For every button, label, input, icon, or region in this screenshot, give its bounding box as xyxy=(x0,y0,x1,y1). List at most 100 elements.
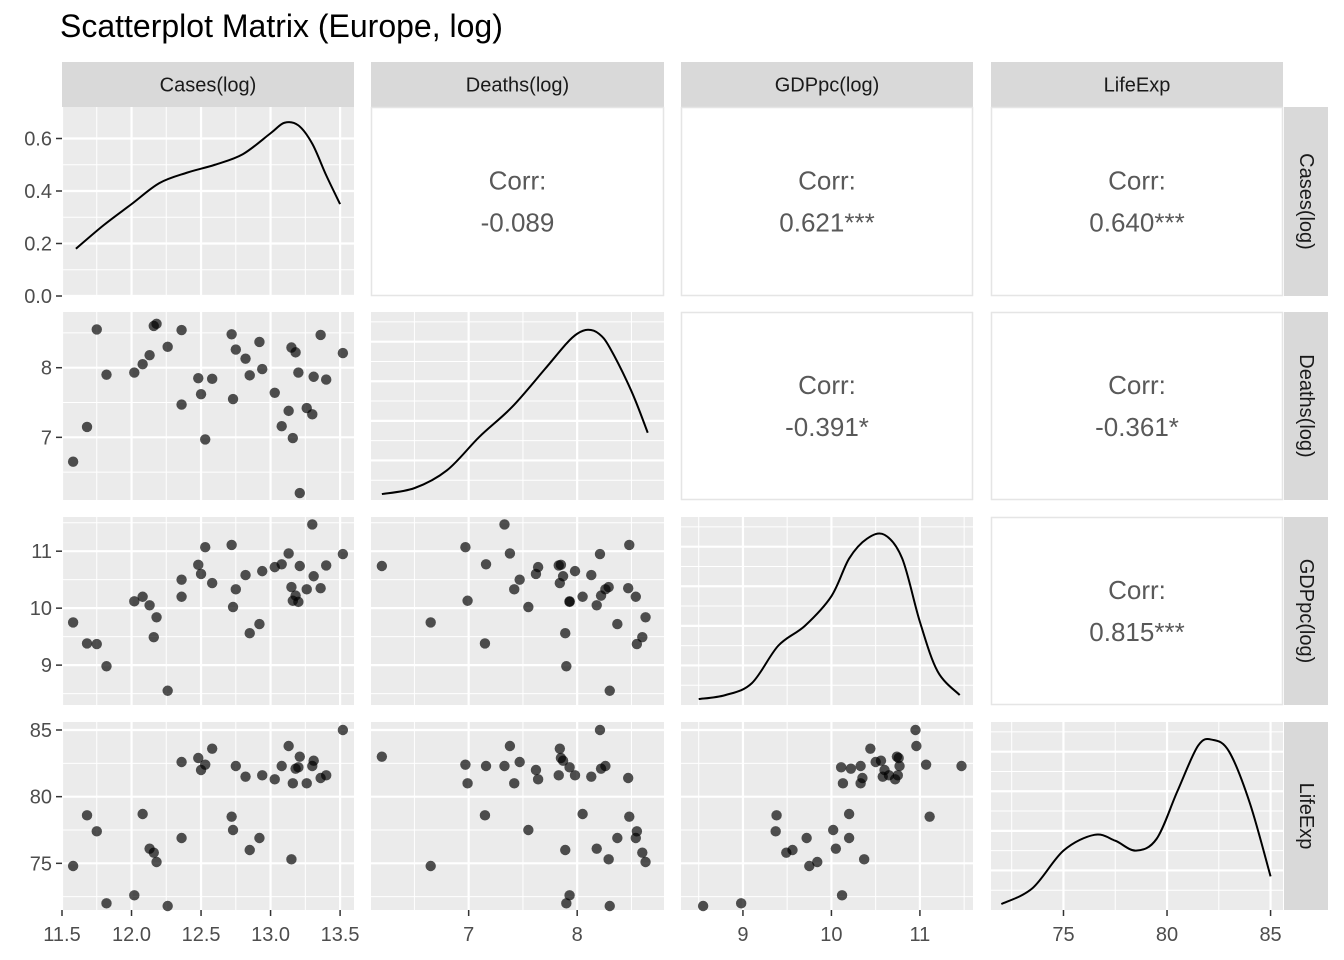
scatter-point xyxy=(101,369,112,380)
scatter-point xyxy=(376,560,388,572)
scatter-point xyxy=(151,612,162,623)
row-strip xyxy=(1284,722,1328,910)
panel xyxy=(371,722,664,912)
scatter-point xyxy=(137,808,148,820)
scatter-point xyxy=(293,762,304,773)
scatter-point xyxy=(532,774,544,785)
scatter-point xyxy=(276,559,287,570)
scatter-point xyxy=(523,824,534,836)
scatter-point xyxy=(240,353,251,364)
chart-title: Scatterplot Matrix (Europe, log) xyxy=(60,8,503,44)
column-strip xyxy=(371,62,664,107)
scatter-point xyxy=(226,811,237,822)
x-tick-label: 11.5 xyxy=(43,924,80,946)
scatter-point xyxy=(843,832,855,844)
scatter-point xyxy=(290,347,301,358)
scatter-point xyxy=(891,751,903,762)
column-strip-label-cases-log: Cases(log) xyxy=(160,75,257,97)
scatter-point xyxy=(67,456,79,467)
scatter-point xyxy=(956,760,967,772)
scatter-point xyxy=(504,548,516,559)
panel xyxy=(371,312,664,500)
scatter-point xyxy=(604,685,615,696)
panel xyxy=(991,722,1283,910)
panel-background xyxy=(681,722,973,910)
scatter-point xyxy=(193,752,204,764)
scatter-point xyxy=(137,591,148,602)
corr-label: Corr: xyxy=(1108,575,1166,605)
column-strip xyxy=(991,62,1283,107)
scatter-point xyxy=(176,756,187,768)
panel xyxy=(60,107,354,298)
row-strip-label-lifeexp: LifeExp xyxy=(1295,783,1317,850)
scatter-point xyxy=(603,581,614,593)
scatter-point xyxy=(269,387,280,398)
scatter-point xyxy=(320,770,332,781)
panel-background xyxy=(371,312,664,500)
scatter-point xyxy=(480,559,492,570)
scatter-point xyxy=(283,740,294,752)
y-tick-label: 10 xyxy=(30,598,52,620)
scatter-point xyxy=(287,432,299,444)
corr-label: Corr: xyxy=(489,166,547,196)
corr-panel xyxy=(680,106,974,297)
scatter-point xyxy=(286,854,297,865)
scatter-point xyxy=(129,367,140,378)
scatter-point xyxy=(276,420,287,432)
scatter-point xyxy=(320,374,332,385)
corr-label: Corr: xyxy=(798,166,856,196)
scatter-point xyxy=(624,811,635,822)
scatter-point xyxy=(101,898,112,909)
corr-label: Corr: xyxy=(798,370,856,400)
corr-value: -0.361* xyxy=(1095,412,1179,442)
row-strip xyxy=(1284,312,1328,500)
scatter-point xyxy=(151,856,162,868)
scatter-point xyxy=(640,856,651,868)
scatter-point xyxy=(857,772,868,784)
scatter-point xyxy=(910,724,921,736)
scatter-point xyxy=(425,860,436,872)
scatter-point xyxy=(307,409,318,420)
scatter-point xyxy=(294,487,305,499)
scatter-point xyxy=(514,574,525,585)
scatter-point xyxy=(624,539,635,551)
scatter-point xyxy=(294,560,305,572)
scatter-point xyxy=(91,826,102,837)
scatter-point xyxy=(830,843,842,854)
scatter-point xyxy=(594,548,606,560)
scatter-point xyxy=(176,832,187,844)
scatter-point xyxy=(308,371,319,382)
scatter-point xyxy=(804,860,815,872)
scatter-point xyxy=(697,900,709,912)
scatter-point xyxy=(227,601,239,613)
x-tick-label: 10 xyxy=(820,924,842,946)
corr-panel xyxy=(990,106,1284,297)
scatter-point xyxy=(553,560,564,571)
scatter-point xyxy=(843,808,855,820)
scatter-point xyxy=(855,760,866,772)
scatter-point xyxy=(569,770,581,781)
scatter-point xyxy=(499,519,510,530)
scatter-point xyxy=(595,763,607,774)
scatter-point xyxy=(586,569,597,581)
scatter-point xyxy=(195,568,207,580)
x-tick-label: 7 xyxy=(463,924,474,946)
scatter-point xyxy=(569,565,581,577)
scatter-point xyxy=(257,363,268,375)
corr-panel xyxy=(680,311,974,501)
scatter-point xyxy=(283,405,294,417)
scatter-point xyxy=(144,600,155,611)
scatter-point xyxy=(148,632,159,643)
scatter-point xyxy=(148,847,159,858)
scatter-point xyxy=(479,638,491,649)
panel-background xyxy=(62,107,354,296)
scatter-point xyxy=(637,632,648,643)
scatter-point xyxy=(244,628,255,639)
scatter-point xyxy=(577,808,588,820)
scatter-point xyxy=(509,584,520,595)
corr-value: 0.640*** xyxy=(1089,208,1184,238)
scatter-point xyxy=(801,832,812,844)
scatter-point xyxy=(586,771,597,782)
scatter-point xyxy=(479,810,491,821)
